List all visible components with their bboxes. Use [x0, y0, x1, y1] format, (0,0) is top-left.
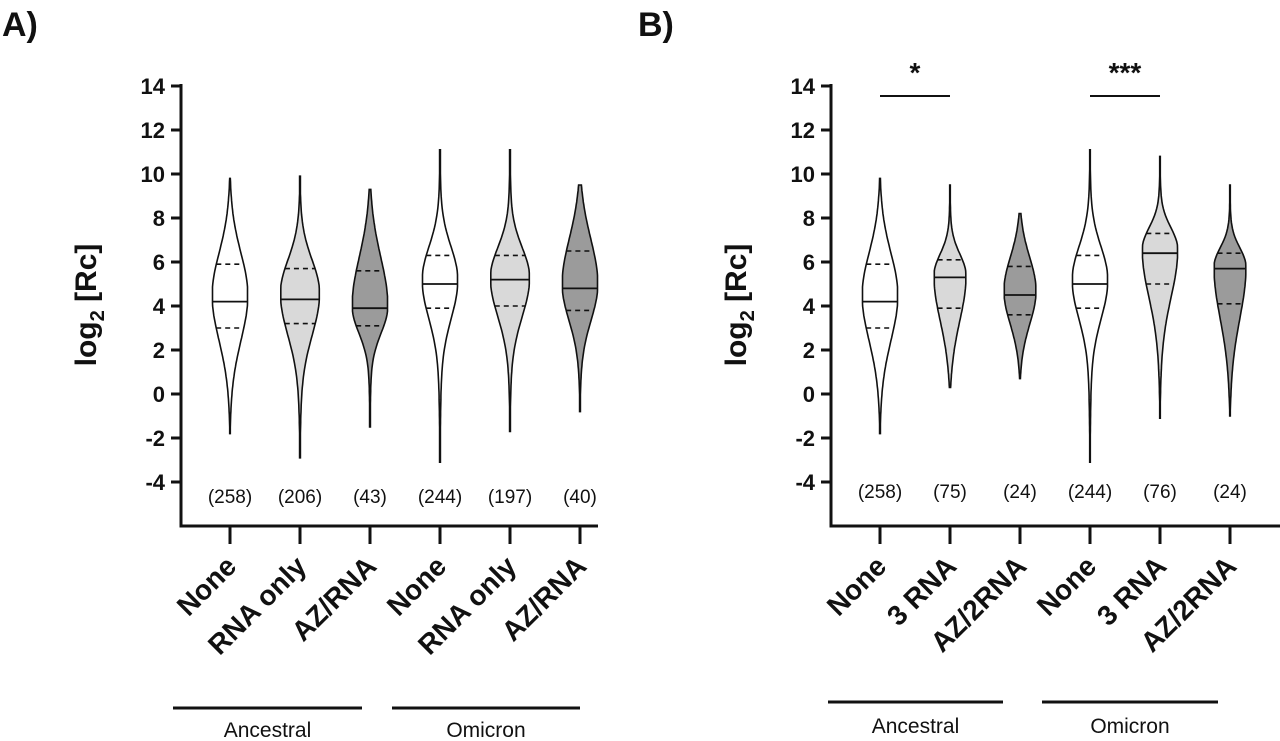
group-label: Omicron — [446, 719, 525, 741]
violin-0 — [861, 177, 899, 435]
y-tick-label: 6 — [153, 250, 165, 275]
y-tick-label: 8 — [803, 206, 815, 231]
sample-count-label: (258) — [208, 487, 252, 508]
group-label: Ancestral — [224, 719, 312, 741]
y-tick-label: 2 — [803, 338, 815, 363]
y-tick-label: 10 — [791, 162, 815, 187]
panel-label: B) — [638, 6, 674, 44]
significance-label: *** — [1109, 57, 1142, 88]
sample-count-label: (43) — [353, 487, 387, 508]
violin-4 — [1141, 155, 1179, 419]
y-tick-label: 6 — [803, 250, 815, 275]
y-tick-label: 2 — [153, 338, 165, 363]
y-tick-label: 14 — [141, 74, 166, 99]
group-label: Ancestral — [872, 715, 960, 738]
violin-1 — [933, 184, 967, 389]
sample-count-label: (206) — [278, 487, 322, 508]
panel-a: A)log2 [Rc]14121086420-2-4(258)None(206)… — [2, 6, 599, 741]
y-tick-label: 12 — [791, 118, 815, 143]
y-tick-label: 14 — [791, 74, 816, 99]
violin-4 — [490, 149, 531, 433]
violin-3 — [421, 149, 459, 463]
y-tick-label: 8 — [153, 206, 165, 231]
violin-5 — [1213, 184, 1247, 417]
y-axis-title: log2 [Rc] — [720, 244, 759, 367]
sample-count-label: (24) — [1213, 482, 1247, 503]
y-tick-label: 0 — [803, 382, 815, 407]
significance-label: * — [910, 57, 921, 88]
sample-count-label: (258) — [858, 482, 902, 503]
violin-2 — [1003, 212, 1037, 380]
sample-count-label: (24) — [1003, 482, 1037, 503]
violin-0 — [211, 177, 249, 435]
y-tick-label: -4 — [795, 470, 815, 495]
sample-count-label: (75) — [933, 482, 967, 503]
sample-count-label: (76) — [1143, 482, 1177, 503]
violin-5 — [561, 184, 599, 413]
y-axis-title: log2 [Rc] — [70, 244, 109, 367]
y-tick-label: 10 — [141, 162, 165, 187]
y-tick-label: -2 — [795, 426, 815, 451]
y-tick-label: -4 — [145, 470, 165, 495]
y-tick-label: 4 — [803, 294, 816, 319]
sample-count-label: (197) — [488, 487, 532, 508]
y-tick-label: 12 — [141, 118, 165, 143]
sample-count-label: (244) — [1068, 482, 1112, 503]
sample-count-label: (40) — [563, 487, 597, 508]
panel-label: A) — [2, 6, 38, 44]
group-label: Omicron — [1090, 715, 1169, 738]
y-tick-label: -2 — [145, 426, 165, 451]
sample-count-label: (244) — [418, 487, 462, 508]
y-tick-label: 0 — [153, 382, 165, 407]
violin-3 — [1071, 149, 1109, 463]
y-tick-label: 4 — [153, 294, 166, 319]
violin-1 — [280, 175, 321, 459]
